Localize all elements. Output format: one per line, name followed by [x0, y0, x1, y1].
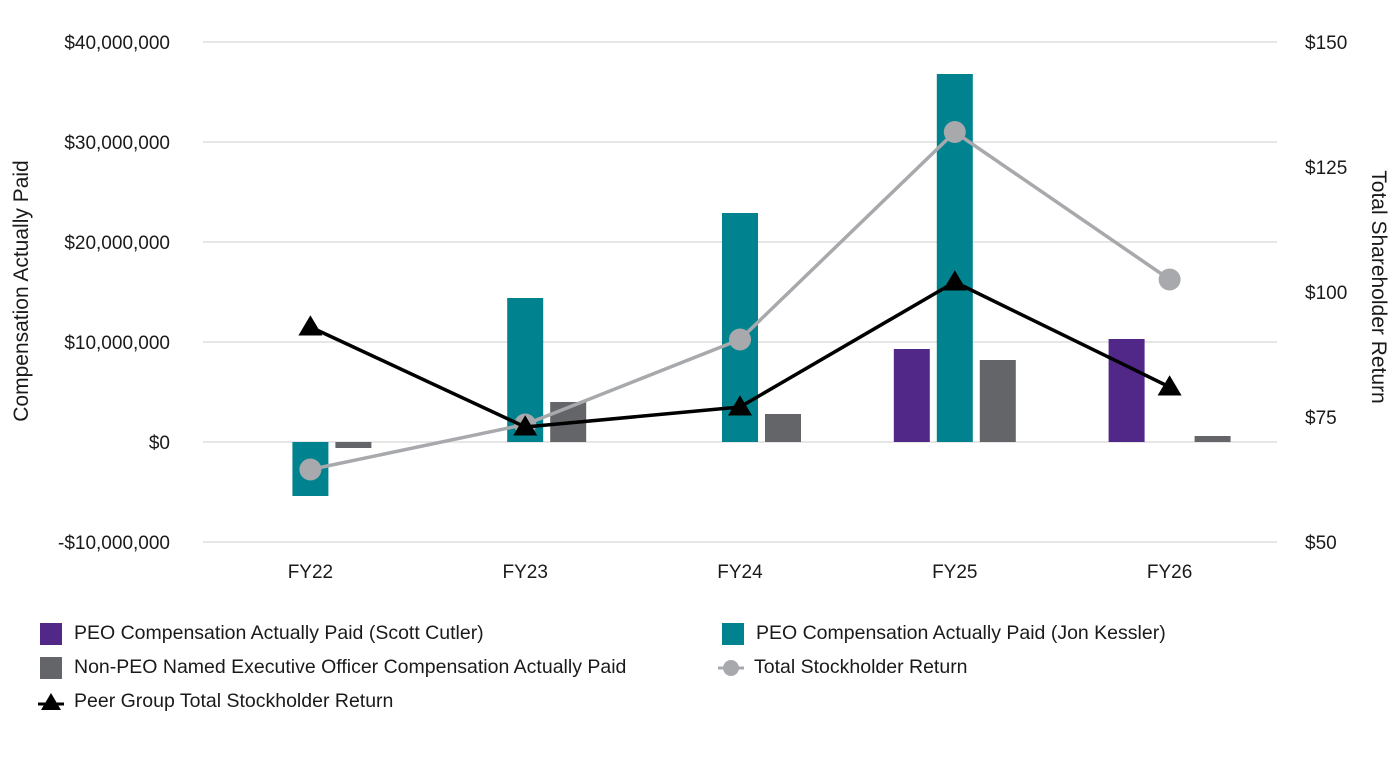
gray-swatch-icon [40, 656, 62, 679]
teal-swatch-icon [722, 622, 744, 645]
left-tick-label: -$10,000,000 [58, 533, 170, 554]
triangle-marker [298, 315, 323, 336]
bar [765, 414, 801, 442]
legend: PEO Compensation Actually Paid (Scott Cu… [38, 618, 1380, 738]
x-tick-label: FY25 [932, 562, 977, 583]
legend-item-jon-kessler: PEO Compensation Actually Paid (Jon Kess… [722, 622, 1166, 645]
left-tick-label: $20,000,000 [64, 233, 170, 254]
legend-item-non-peo: Non-PEO Named Executive Officer Compensa… [40, 656, 626, 679]
line-circle-marker-icon [718, 657, 744, 679]
x-tick-label: FY23 [502, 562, 547, 583]
triangle-marker [513, 415, 538, 436]
right-tick-label: $100 [1305, 283, 1347, 304]
right-tick-label: $150 [1305, 33, 1347, 54]
legend-item-scott-cutler: PEO Compensation Actually Paid (Scott Cu… [40, 622, 484, 645]
bar [979, 360, 1016, 442]
x-tick-label: FY24 [717, 562, 763, 583]
circle-marker [1158, 268, 1181, 291]
combo-chart: -$10,000,000 $0 $10,000,000 $20,000,000 $30,… [10, 33, 1390, 583]
bar [335, 442, 372, 448]
left-tick-label: $30,000,000 [64, 133, 170, 154]
purple-swatch-icon [40, 622, 62, 645]
legend-label: Non-PEO Named Executive Officer Compensa… [74, 656, 627, 678]
left-tick-label: $10,000,000 [64, 333, 170, 354]
left-axis-ticks: -$10,000,000 $0 $10,000,000 $20,000,000 $30,… [58, 33, 170, 554]
line-triangle-marker-icon [38, 691, 64, 713]
x-tick-label: FY26 [1147, 562, 1192, 583]
triangle-marker [1157, 375, 1182, 396]
triangle-marker [942, 270, 967, 291]
circle-marker [729, 328, 751, 351]
left-axis-title: Compensation Actually Paid [10, 160, 33, 422]
bar-series [292, 74, 1231, 496]
right-axis-title: Total Shareholder Return [1367, 170, 1390, 403]
bar [1194, 436, 1231, 442]
legend-label: Total Stockholder Return [754, 656, 968, 678]
left-tick-label: $0 [149, 433, 170, 454]
triangle-marker [728, 395, 752, 416]
right-tick-label: $75 [1305, 408, 1337, 429]
circle-marker [299, 458, 322, 481]
chart-area: -$10,000,000 $0 $10,000,000 $20,000,000 $30,… [10, 33, 1390, 583]
line-series [298, 121, 1182, 481]
circle-marker [943, 121, 966, 143]
right-tick-label: $50 [1305, 533, 1337, 554]
legend-label: PEO Compensation Actually Paid (Scott Cu… [74, 622, 484, 644]
right-tick-label: $125 [1305, 158, 1347, 179]
x-axis-ticks: FY22 FY23 FY24 FY25 FY26 [288, 562, 1193, 583]
left-tick-label: $40,000,000 [64, 33, 170, 54]
x-tick-label: FY22 [288, 562, 333, 583]
right-axis-ticks: $50 $75 $100 $125 $150 [1305, 33, 1347, 554]
legend-item-total-stockholder-return: Total Stockholder Return [718, 656, 968, 679]
bar [1108, 339, 1145, 442]
legend-label: PEO Compensation Actually Paid (Jon Kess… [756, 622, 1166, 644]
legend-label: Peer Group Total Stockholder Return [74, 690, 394, 712]
bar [893, 349, 930, 442]
legend-item-peer-group: Peer Group Total Stockholder Return [38, 690, 393, 713]
